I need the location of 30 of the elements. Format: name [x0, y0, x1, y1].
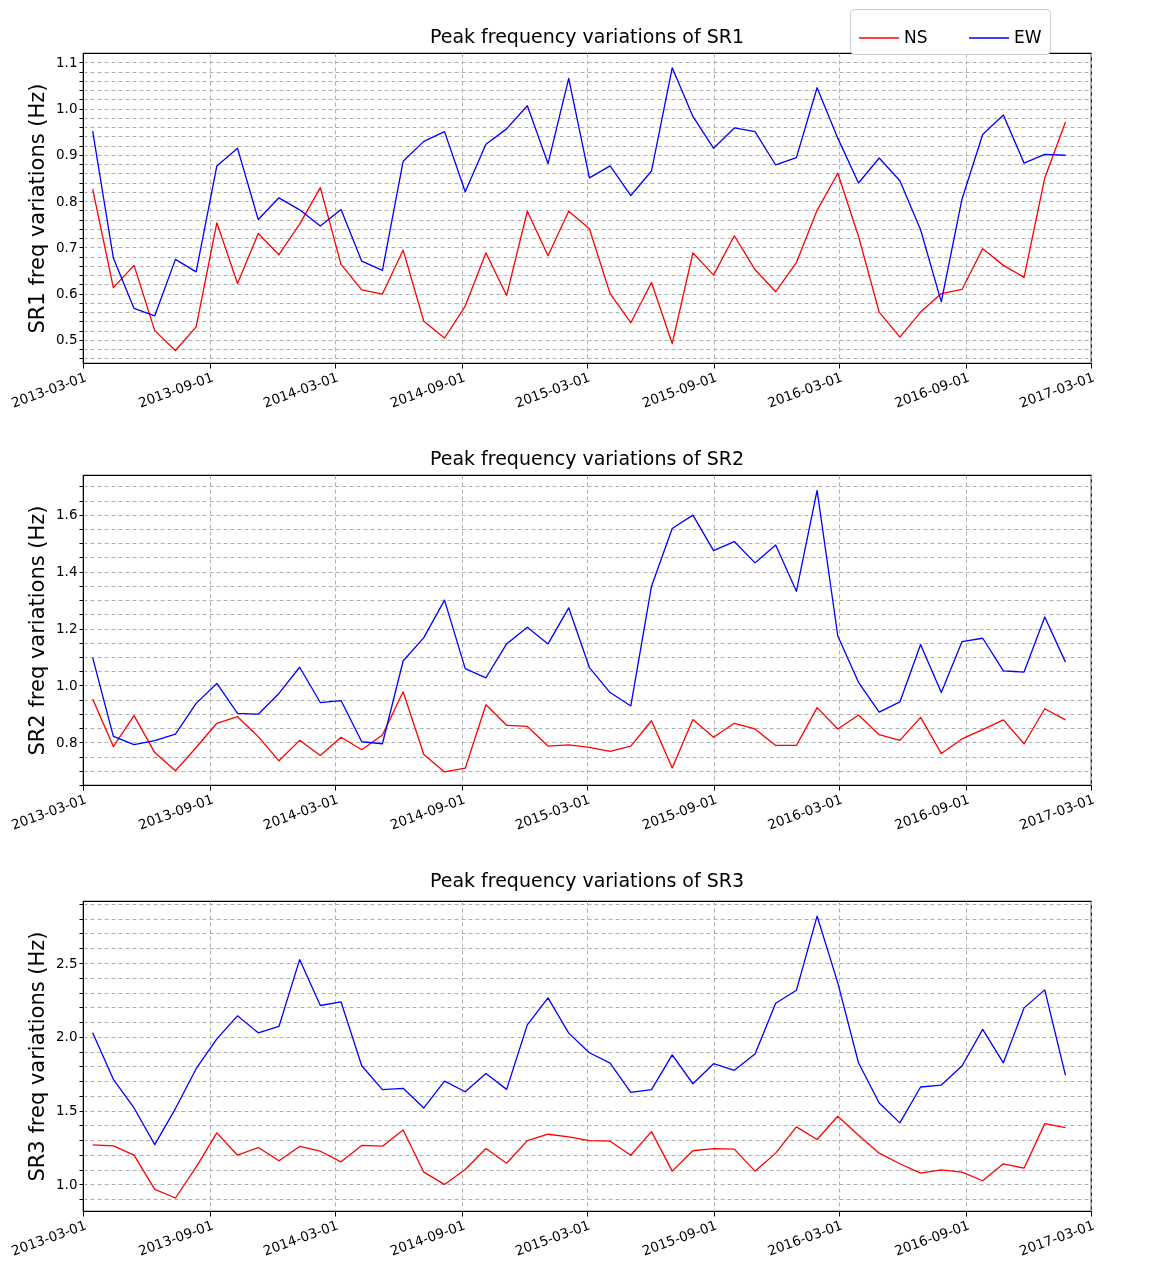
line-series [92, 691, 1067, 773]
y-tick-label: 1.1 [56, 53, 78, 70]
chart-title: Peak frequency variations of SR3 [429, 868, 745, 891]
y-axis-title: SR1 freq variations (Hz) [25, 83, 50, 334]
chart-title: Peak frequency variations of SR1 [429, 25, 745, 47]
y-tick-label: 0.7 [56, 238, 78, 255]
y-tick-label: 0.6 [56, 285, 78, 302]
line-series [92, 489, 1067, 746]
y-tick-label: 1.4 [56, 563, 78, 580]
y-tick-label: 1.6 [56, 506, 78, 523]
y-tick-label: 1.2 [56, 620, 78, 637]
y-tick-label: 0.8 [56, 192, 78, 209]
y-tick-label: 0.5 [56, 331, 78, 348]
y-tick-label: 2.5 [56, 954, 78, 971]
y-tick-label: 1.0 [56, 1175, 78, 1192]
line-series [92, 121, 1067, 352]
legend-label: EW [1014, 27, 1042, 47]
y-tick-label: 0.9 [56, 146, 78, 163]
line-series [92, 67, 1067, 317]
line-series [92, 915, 1067, 1146]
y-tick-label: 1.5 [56, 1102, 78, 1119]
y-tick-label: 2.0 [56, 1028, 78, 1045]
legend-label: NS [904, 27, 928, 47]
y-tick-label: 1.0 [56, 676, 78, 693]
chart-title: Peak frequency variations of SR2 [429, 447, 745, 469]
y-axis-title: SR3 freq variations (Hz) [25, 931, 50, 1182]
y-tick-label: 1.0 [56, 100, 78, 117]
y-tick-label: 0.8 [56, 733, 78, 750]
y-axis-title: SR2 freq variations (Hz) [25, 505, 50, 756]
line-series [92, 1115, 1067, 1199]
